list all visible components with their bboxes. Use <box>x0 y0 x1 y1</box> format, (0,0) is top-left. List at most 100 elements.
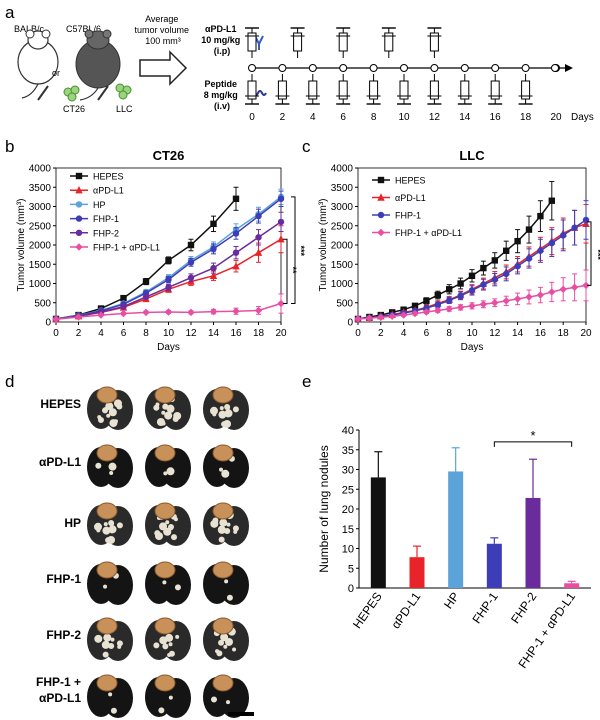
lung-specimen <box>145 386 191 430</box>
data-point <box>446 286 453 293</box>
tumor-nodule <box>101 640 110 649</box>
data-point <box>210 264 217 272</box>
timeline-day-label: 4 <box>310 112 316 123</box>
data-point <box>164 308 173 316</box>
heart-tissue <box>154 386 176 404</box>
tumor-nodule <box>219 518 228 527</box>
tumor-nodule <box>165 633 174 642</box>
tumor-nodule <box>168 526 173 531</box>
tumor-nodule <box>232 525 239 532</box>
tumor-nodule <box>103 407 108 412</box>
data-point <box>502 297 510 305</box>
x-tick-label: 2 <box>378 328 384 339</box>
data-point <box>277 195 285 202</box>
data-point <box>165 276 172 283</box>
heart-tissue <box>96 674 118 692</box>
data-point <box>277 235 285 243</box>
data-point <box>422 308 431 316</box>
x-tick-label: 18 <box>558 328 570 339</box>
data-point <box>187 274 195 281</box>
data-point <box>142 293 150 301</box>
tumor-nodule <box>153 642 160 649</box>
tumor-nodule <box>108 643 115 650</box>
heart-tissue <box>154 617 176 635</box>
data-point <box>255 234 262 241</box>
significance-marker: ** <box>288 267 298 275</box>
tumor-nodule <box>103 522 108 527</box>
panel-b-letter: b <box>5 137 14 156</box>
avg-tumor-text: Average tumor volume 100 mm³ <box>134 14 191 46</box>
data-point <box>254 248 263 256</box>
tumor-nodule <box>173 517 178 522</box>
y-tick-label: 3500 <box>331 183 354 194</box>
data-point <box>559 285 567 293</box>
apdl1-syringe-icon <box>245 27 259 58</box>
tumor-nodule <box>224 411 231 418</box>
tumor-nodule <box>233 529 238 534</box>
data-point <box>548 197 555 204</box>
legend-label: FHP-2 <box>93 228 119 238</box>
data-point <box>209 307 218 316</box>
y-tick-label: 40 <box>342 425 354 437</box>
data-point <box>468 287 476 294</box>
row-label-combo-line2: αPD-L1 <box>39 691 81 705</box>
data-point <box>423 304 430 312</box>
panel-a-letter: a <box>5 3 15 22</box>
data-point <box>514 262 521 270</box>
x-tick-label: 18 <box>253 328 265 339</box>
lung-specimen <box>203 502 249 546</box>
tumor-nodule <box>109 419 118 428</box>
tumor-nodule <box>108 462 117 471</box>
chart-title: CT26 <box>153 148 185 163</box>
lung-specimen <box>87 502 133 546</box>
bar <box>564 583 580 588</box>
legend: HEPES αPD-L1 HP FHP-1 FHP-2 FHP-1 + αPD-L1 <box>70 172 160 253</box>
tumor-nodule <box>219 406 224 411</box>
peptide-syringe-icon <box>488 74 503 105</box>
tumor-nodule <box>215 649 220 654</box>
peptide-syringe-icon <box>366 74 381 105</box>
data-point <box>537 247 544 254</box>
data-point <box>277 299 285 308</box>
data-point <box>165 284 172 291</box>
x-tick-label: 6 <box>121 328 127 339</box>
x-tick-label: 4 <box>401 328 407 339</box>
lung-photo-grid <box>87 386 249 718</box>
peptide-syringe-icon <box>245 74 259 105</box>
timeline-node <box>400 64 408 72</box>
data-point <box>119 309 128 318</box>
tumor-nodule <box>103 633 112 642</box>
data-point <box>277 218 285 226</box>
cell-cluster-icon <box>63 83 132 102</box>
tumor-nodule <box>155 402 160 407</box>
data-point <box>548 288 556 296</box>
tumor-nodule <box>116 403 123 410</box>
y-tick-label: 3000 <box>331 202 354 213</box>
significance-bracket <box>493 441 573 447</box>
tumor-nodule <box>106 413 111 418</box>
series-fhp-1-pd-l1 <box>354 269 590 323</box>
timeline-node <box>369 64 378 72</box>
lung-specimen <box>203 444 249 488</box>
legend-label: HP <box>93 200 106 210</box>
timeline-node <box>521 64 530 72</box>
x-axis-label: Days <box>157 342 180 353</box>
tumor-nodule <box>226 522 231 527</box>
chart-title: LLC <box>459 148 485 163</box>
tumor-nodule <box>223 644 228 649</box>
timeline-node <box>460 64 469 72</box>
tumor-nodule <box>226 594 233 601</box>
y-tick-label: 4000 <box>29 164 52 175</box>
y-tick-label: 500 <box>336 298 353 309</box>
data-point <box>255 212 262 220</box>
data-point <box>537 212 544 220</box>
tumor-nodule <box>165 520 170 525</box>
tumor-nodule <box>116 522 123 529</box>
tumor-nodule <box>211 696 218 703</box>
data-point <box>388 312 396 320</box>
data-point <box>445 305 453 313</box>
y-tick-label: 10 <box>342 544 354 556</box>
data-point <box>525 255 533 262</box>
lung-specimen <box>203 386 249 430</box>
tumor-nodule <box>232 406 239 413</box>
